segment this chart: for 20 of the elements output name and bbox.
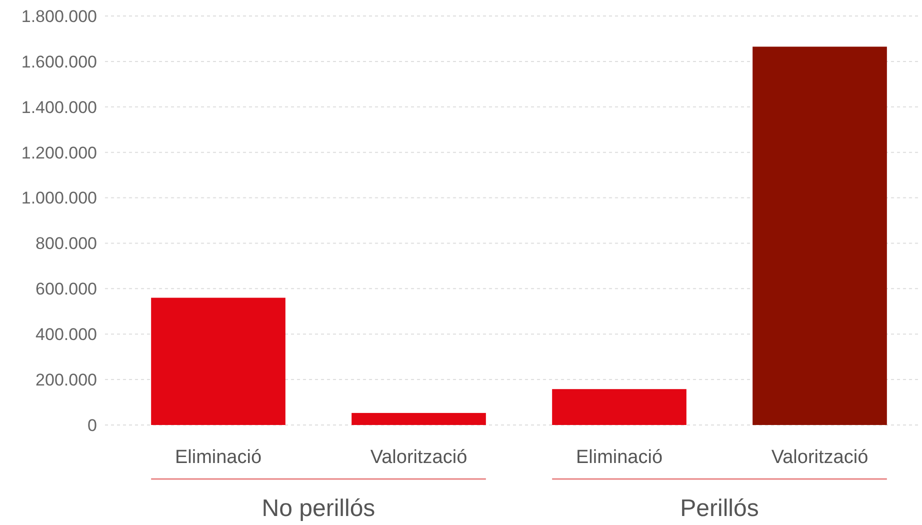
bar <box>151 298 286 425</box>
y-tick-label: 0 <box>88 416 97 435</box>
y-tick-label: 600.000 <box>36 280 97 299</box>
y-tick-label: 800.000 <box>36 234 97 254</box>
x-tick-label: Valorització <box>370 447 468 468</box>
y-tick-label: 1.200.000 <box>21 143 97 162</box>
x-tick-label: Valorització <box>771 447 868 468</box>
text: Perillós <box>680 495 759 522</box>
y-tick-label: 1.400.000 <box>21 98 97 117</box>
y-tick-label: 200.000 <box>36 370 97 390</box>
y-tick-label: 1.600.000 <box>21 52 97 72</box>
y-tick-label: 1.800.000 <box>21 6 97 26</box>
x-tick-label: Eliminació <box>174 447 262 468</box>
y-tick-label: 1.000.000 <box>21 188 97 208</box>
bar <box>752 46 887 425</box>
x-tick-label: Eliminació <box>576 447 663 468</box>
bar <box>352 412 486 425</box>
bar <box>552 389 686 425</box>
y-tick-label: 400.000 <box>36 325 97 344</box>
text: No perillós <box>262 495 376 522</box>
